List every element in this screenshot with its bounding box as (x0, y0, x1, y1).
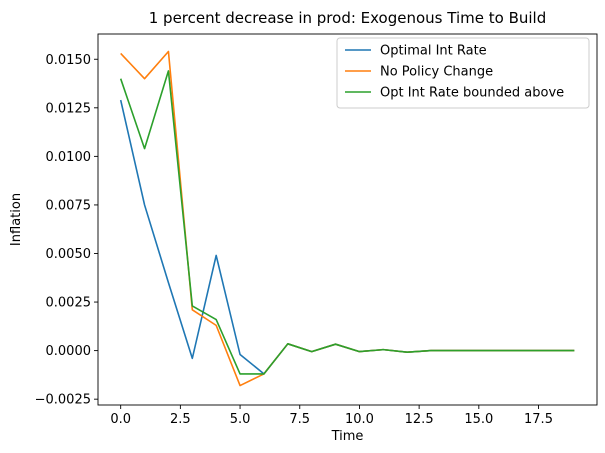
x-tick-label: 5.0 (230, 412, 251, 427)
y-tick-label: 0.0075 (46, 198, 92, 213)
y-tick-label: 0.0000 (46, 344, 92, 359)
x-tick-label: 7.5 (289, 412, 310, 427)
y-axis-label: Inflation (9, 193, 24, 246)
legend-label-2: No Policy Change (380, 65, 493, 80)
legend-label-1: Optimal Int Rate (380, 44, 487, 59)
y-tick-label: 0.0125 (46, 101, 92, 116)
y-tick-label: −0.0025 (35, 393, 91, 408)
x-tick-label: 12.5 (405, 412, 434, 427)
x-tick-label: 15.0 (464, 412, 493, 427)
y-tick-label: 0.0025 (46, 296, 92, 311)
plot-frame (97, 33, 598, 406)
x-tick-label: 17.5 (524, 412, 553, 427)
series-line-1 (119, 99, 575, 375)
x-tick-label: 10.0 (345, 412, 374, 427)
y-tick-label: 0.0100 (46, 150, 92, 165)
x-tick-label: 2.5 (170, 412, 191, 427)
legend-label-3: Opt Int Rate bounded above (380, 86, 564, 101)
legend-box (336, 37, 590, 109)
x-tick-label: 0.0 (110, 412, 131, 427)
x-axis-label: Time (331, 429, 364, 444)
y-tick-label: 0.0050 (46, 247, 92, 262)
chart-title: 1 percent decrease in prod: Exogenous Ti… (149, 9, 546, 27)
plot-area: 0.0 2.5 5.0 7.5 10.0 12.5 15.0 17.5 −0.0025 0.000… (35, 33, 598, 427)
series-line-3 (119, 70, 575, 375)
y-tick-label: 0.0150 (46, 53, 92, 68)
legend: Optimal Int Rate No Policy Change Opt Int … (336, 37, 590, 109)
